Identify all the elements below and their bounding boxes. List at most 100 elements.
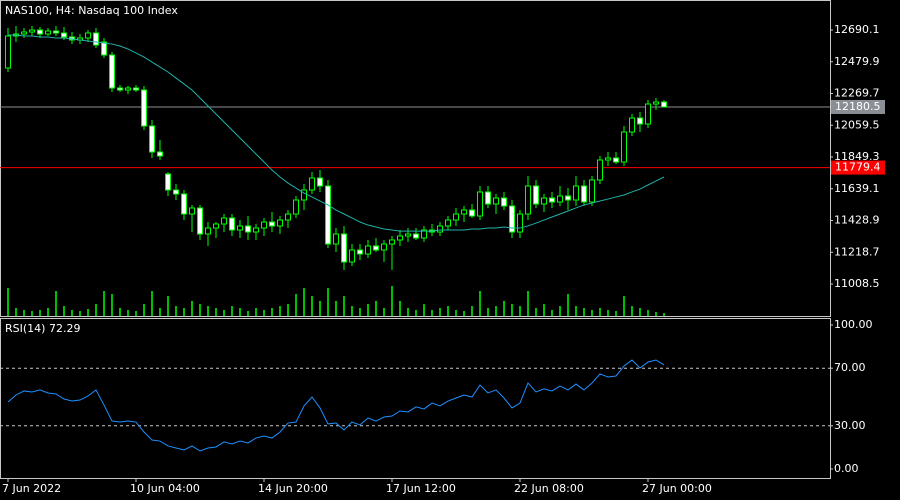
candle-body <box>149 125 155 153</box>
moving-average <box>8 34 665 232</box>
candle-body <box>477 191 483 217</box>
candle-body <box>397 235 403 241</box>
y-tick-label: 100.00 <box>834 318 873 331</box>
candle-body <box>325 185 331 245</box>
candle-body <box>629 117 635 133</box>
candle-body <box>509 205 515 233</box>
candle-body <box>485 191 491 205</box>
candle-body <box>141 89 147 127</box>
candle-body <box>189 207 195 215</box>
candle-body <box>157 151 163 157</box>
candle-body <box>205 227 211 235</box>
candle-body <box>661 101 667 108</box>
candle-body <box>109 54 115 89</box>
candle-body <box>413 233 419 239</box>
x-tick-label: 27 Jun 00:00 <box>642 482 712 495</box>
candle-body <box>269 221 275 227</box>
x-tick-label: 17 Jun 12:00 <box>386 482 456 495</box>
candle-body <box>277 219 283 227</box>
candle-body <box>453 213 459 221</box>
y-tick-label: 0.00 <box>834 462 859 475</box>
y-tick-label: 11008.5 <box>834 277 880 290</box>
chart-title: NAS100, H4: Nasdaq 100 Index <box>5 4 178 17</box>
x-tick-label: 14 Jun 20:00 <box>258 482 328 495</box>
candle-body <box>221 217 227 225</box>
candle-body <box>21 31 27 35</box>
candle-body <box>53 30 59 34</box>
candle-body <box>597 159 603 181</box>
candle-body <box>421 229 427 239</box>
candle-body <box>549 197 555 203</box>
candle-body <box>605 157 611 161</box>
candle-body <box>285 213 291 221</box>
volume-layer <box>7 286 665 316</box>
y-tick-label: 12479.9 <box>834 55 880 68</box>
candle-body <box>85 32 91 39</box>
candle-body <box>389 239 395 245</box>
main-pane-frame <box>0 0 831 317</box>
candle-body <box>253 227 259 233</box>
price-label-box <box>831 99 885 114</box>
candle-body <box>501 197 507 207</box>
candle-body <box>637 117 643 125</box>
rsi-pane-frame <box>0 318 831 479</box>
price-label: 11779.4 <box>835 161 881 174</box>
y-tick-label: 70.00 <box>834 361 866 374</box>
candle-body <box>125 87 131 91</box>
candle-body <box>37 29 43 35</box>
x-tick-label: 22 Jun 08:00 <box>514 482 584 495</box>
candle-body <box>245 225 251 233</box>
candle-body <box>493 197 499 205</box>
y-tick-label: 12690.1 <box>834 23 880 36</box>
candle-body <box>437 225 443 233</box>
candle-body <box>557 195 563 203</box>
label-layer: 12690.1 12479.9 12269.7 12059.5 11849.3 11639… <box>2 23 885 495</box>
candle-body <box>261 221 267 229</box>
rsi-title: RSI(14) 72.29 <box>5 322 80 335</box>
candle-body <box>317 177 323 187</box>
candle-body <box>469 209 475 217</box>
candle-body <box>341 233 347 263</box>
candle-body <box>621 131 627 163</box>
candle-body <box>541 197 547 205</box>
candle-body <box>517 213 523 233</box>
candle-body <box>181 193 187 215</box>
y-tick-label: 11218.7 <box>834 245 880 258</box>
candle-body <box>381 243 387 251</box>
candle-body <box>333 233 339 245</box>
candle-body <box>213 223 219 229</box>
x-tick-label: 10 Jun 04:00 <box>130 482 200 495</box>
candle-body <box>29 29 35 33</box>
candle-body <box>653 101 659 105</box>
candle-body <box>645 103 651 125</box>
y-tick-label: 30.00 <box>834 419 866 432</box>
y-tick-label: 12059.5 <box>834 118 880 131</box>
candle-body <box>349 249 355 263</box>
candle-body <box>373 245 379 251</box>
y-tick-label: 11428.9 <box>834 214 880 227</box>
candle-body <box>581 185 587 203</box>
candle-body <box>197 207 203 235</box>
candle-body <box>445 219 451 227</box>
candle-body <box>173 189 179 195</box>
x-tick-label: 7 Jun 2022 <box>2 482 61 495</box>
y-tick-label: 12269.7 <box>834 87 880 100</box>
y-tick-label: 11639.1 <box>834 182 880 195</box>
candle-body <box>613 157 619 163</box>
candle-body <box>117 87 123 91</box>
candle-body <box>61 32 67 38</box>
candle-body <box>45 30 51 35</box>
rsi-line <box>7 359 665 452</box>
candle-body <box>309 177 315 191</box>
price-label-box <box>831 160 885 175</box>
candle-body <box>533 185 539 205</box>
candle-body <box>229 217 235 231</box>
price-label: 12180.5 <box>835 100 881 113</box>
candle-body <box>93 32 99 46</box>
candle-body <box>589 179 595 203</box>
price-layer <box>5 25 667 452</box>
candle-body <box>405 233 411 237</box>
